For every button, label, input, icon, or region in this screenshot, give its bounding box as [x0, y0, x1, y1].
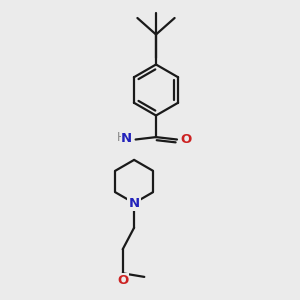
Text: O: O [117, 274, 128, 287]
Text: N: N [128, 196, 140, 210]
Text: H: H [117, 131, 126, 144]
Text: O: O [181, 133, 192, 146]
Text: N: N [121, 132, 132, 146]
